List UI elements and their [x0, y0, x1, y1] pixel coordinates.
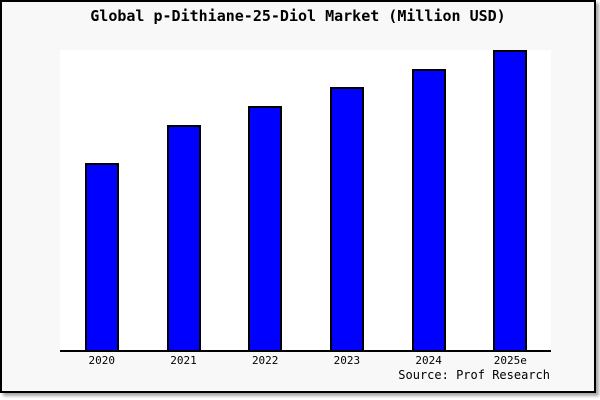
x-tick-label-2022: 2022: [251, 354, 279, 367]
x-tick-label-2021: 2021: [170, 354, 197, 367]
bar-2020: [84, 163, 119, 350]
chart-title: Global p-Dithiane-25-Diol Market (Millio…: [90, 7, 506, 25]
x-tick-label-2024: 2024: [415, 354, 442, 367]
source-label: Source: Prof Research: [398, 368, 550, 382]
bar-2024: [411, 69, 446, 350]
plot-area: [60, 50, 551, 352]
bar-2023: [329, 87, 364, 350]
x-tick-label-2020: 2020: [88, 354, 116, 367]
bar-2021: [166, 125, 201, 350]
x-tick-label-2025e: 2025e: [493, 354, 527, 367]
bar-2022: [248, 106, 283, 350]
bar-2025e: [493, 50, 528, 350]
chart-frame: Global p-Dithiane-25-Diol Market (Millio…: [0, 0, 596, 393]
x-tick-label-2023: 2023: [333, 354, 361, 367]
